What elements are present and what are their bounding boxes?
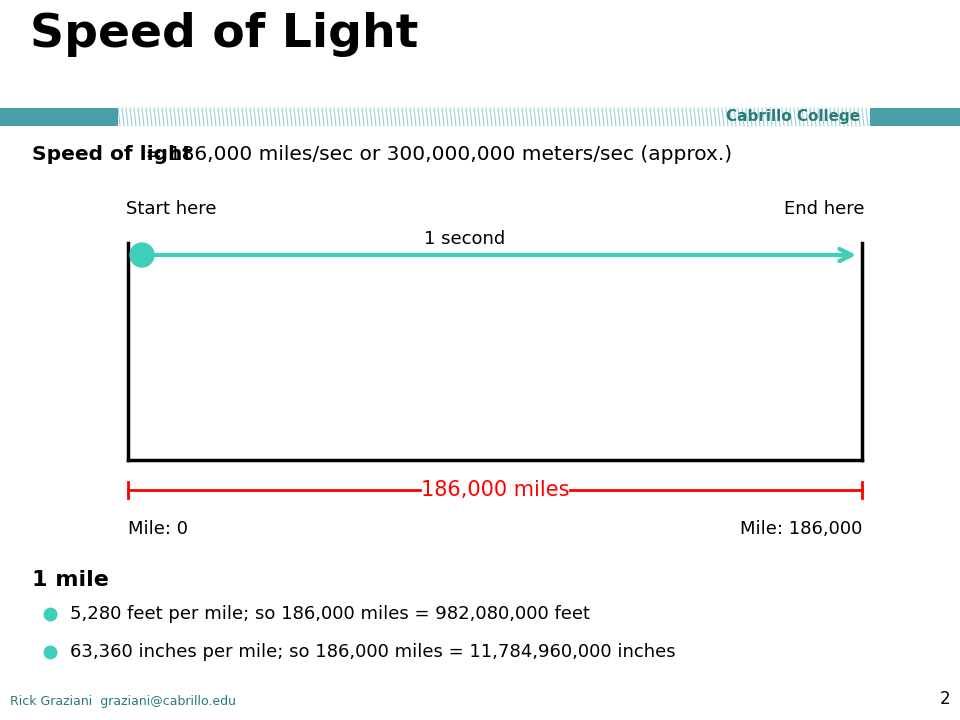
Bar xyxy=(870,108,960,126)
Text: Start here: Start here xyxy=(126,200,217,218)
Text: Speed of light: Speed of light xyxy=(32,145,192,164)
Text: Speed of Light: Speed of Light xyxy=(30,12,419,57)
Text: Cabrillo College: Cabrillo College xyxy=(726,109,860,125)
Circle shape xyxy=(130,243,154,267)
Text: 63,360 inches per mile; so 186,000 miles = 11,784,960,000 inches: 63,360 inches per mile; so 186,000 miles… xyxy=(70,643,676,661)
Text: Rick Graziani  graziani@cabrillo.edu: Rick Graziani graziani@cabrillo.edu xyxy=(10,695,236,708)
Text: = 186,000 miles/sec or 300,000,000 meters/sec (approx.): = 186,000 miles/sec or 300,000,000 meter… xyxy=(139,145,732,164)
Text: Mile: 186,000: Mile: 186,000 xyxy=(739,520,862,538)
Bar xyxy=(0,108,118,126)
Text: 1 mile: 1 mile xyxy=(32,570,108,590)
Text: 2: 2 xyxy=(940,690,950,708)
Text: Mile: 0: Mile: 0 xyxy=(128,520,188,538)
Text: 1 second: 1 second xyxy=(424,230,506,248)
Text: 186,000 miles: 186,000 miles xyxy=(420,480,569,500)
Text: End here: End here xyxy=(783,200,864,218)
Text: 5,280 feet per mile; so 186,000 miles = 982,080,000 feet: 5,280 feet per mile; so 186,000 miles = … xyxy=(70,605,590,623)
